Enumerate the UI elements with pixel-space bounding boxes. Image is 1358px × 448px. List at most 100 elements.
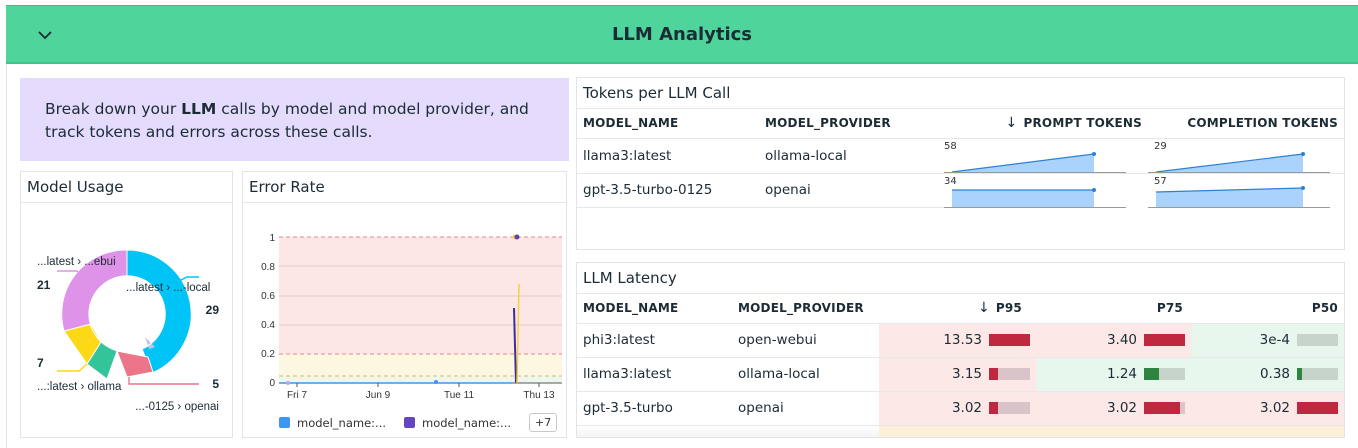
- column-header-model-name[interactable]: MODEL_NAME: [577, 109, 759, 139]
- cell-prompt-tokens: 58: [944, 138, 1148, 174]
- widget-title: Tokens per LLM Call: [577, 78, 1344, 109]
- bar: [989, 402, 1030, 414]
- value: 13.53: [943, 332, 982, 348]
- sparkline: [944, 187, 1126, 208]
- cell-p75: 3.02: [1036, 391, 1191, 426]
- latency-table: MODEL_NAME MODEL_PROVIDER ↓ P95 P75 P50 p…: [577, 294, 1344, 437]
- note-text-bold: LLM: [181, 100, 217, 118]
- collapse-button[interactable]: [34, 24, 56, 46]
- sparkline-value: 29: [1154, 140, 1167, 152]
- table-row[interactable]: gpt-3.5-turbo openai 3.02 3.02 3.02: [577, 391, 1344, 426]
- value: 3e-4: [1259, 332, 1290, 348]
- svg-text:0.2: 0.2: [261, 349, 275, 360]
- column-header-completion-tokens[interactable]: COMPLETION TOKENS: [1148, 109, 1344, 139]
- bar: [1144, 402, 1185, 414]
- sunburst-label-local: ...latest › ...-local: [126, 282, 210, 294]
- column-header-model-name[interactable]: MODEL_NAME: [577, 294, 732, 324]
- bar: [1297, 334, 1338, 346]
- sunburst-value-openai: 5: [212, 377, 219, 391]
- cell-p95: 3.15: [879, 357, 1036, 392]
- x-tick: Thu 13: [523, 390, 555, 401]
- sunburst-value-ebui: 21: [37, 278, 51, 292]
- arrow-down-icon: ↓: [1005, 115, 1018, 132]
- widget-title: LLM Latency: [577, 263, 1344, 294]
- value: 0.38: [1259, 366, 1290, 382]
- legend-item[interactable]: model_name:...: [404, 416, 511, 430]
- cell-model-provider: open-webui: [732, 323, 879, 358]
- sparkline-value: 58: [944, 140, 957, 152]
- value: 3.02: [1106, 400, 1137, 416]
- sunburst-value-local: 29: [206, 303, 220, 317]
- bar: [989, 334, 1030, 346]
- column-header-model-provider[interactable]: MODEL_PROVIDER: [732, 294, 879, 324]
- sparkline: [944, 151, 1126, 173]
- cell-p95: 3.02: [879, 391, 1036, 426]
- column-header-prompt-tokens[interactable]: ↓ PROMPT TOKENS: [944, 109, 1148, 139]
- cell-completion-tokens: 29: [1148, 138, 1344, 174]
- table-row-partial: [577, 425, 1344, 437]
- column-header-p50[interactable]: P50: [1191, 294, 1344, 324]
- bar: [1297, 368, 1338, 380]
- table-row[interactable]: phi3:latest open-webui 13.53 3.40 3e-4: [577, 323, 1344, 358]
- column-header-label: P95: [995, 301, 1022, 316]
- cell-model-name: llama3:latest: [577, 138, 759, 174]
- x-tick: Fri 7: [287, 390, 307, 401]
- table-row[interactable]: gpt-3.5-turbo-0125 openai 34 57: [577, 173, 1344, 208]
- value: 1.24: [1106, 366, 1137, 382]
- cell-model-name: gpt-3.5-turbo: [577, 391, 732, 426]
- tokens-table: MODEL_NAME MODEL_PROVIDER ↓ PROMPT TOKENS…: [577, 109, 1344, 208]
- sparkline-value: 57: [1154, 175, 1167, 187]
- sparkline-value: 34: [944, 175, 957, 187]
- sparkline: [1148, 151, 1330, 173]
- bar: [989, 368, 1030, 380]
- column-header-model-provider[interactable]: MODEL_PROVIDER: [759, 109, 944, 139]
- svg-text:0: 0: [269, 378, 275, 389]
- error-rate-legend: model_name:... model_name:... +7: [279, 413, 558, 432]
- error-rate-chart[interactable]: 1 0.8 0.6 0.4 0.2 0 Fri 7 Jun 9 Tue 11 T…: [242, 220, 567, 420]
- sunburst-chart[interactable]: ...latest › ...ebui 21 ...latest › ...-l…: [21, 204, 232, 438]
- latency-widget: LLM Latency MODEL_NAME MODEL_PROVIDER ↓ P…: [576, 262, 1345, 438]
- group-header: LLM Analytics: [6, 5, 1358, 64]
- value: 3.15: [951, 366, 982, 382]
- chevron-down-icon: [38, 31, 52, 40]
- sunburst-label-ebui: ...latest › ...ebui: [37, 256, 116, 268]
- cell-prompt-tokens: 34: [944, 173, 1148, 208]
- legend-more-button[interactable]: +7: [529, 413, 558, 432]
- x-tick: Jun 9: [366, 390, 391, 401]
- sunburst-value-ollama: 7: [37, 356, 44, 370]
- table-row[interactable]: llama3:latest ollama-local 58 29: [577, 138, 1344, 174]
- sunburst-label-ollama: ...:latest › ollama: [37, 381, 122, 393]
- value: 3.02: [951, 400, 982, 416]
- cell-model-provider: openai: [732, 391, 879, 426]
- table-header-row: MODEL_NAME MODEL_PROVIDER ↓ PROMPT TOKENS…: [577, 109, 1344, 139]
- arrow-down-icon: ↓: [977, 300, 990, 317]
- cell-p75: 1.24: [1036, 357, 1191, 392]
- group-title: LLM Analytics: [611, 23, 753, 45]
- cell-p50: 3e-4: [1191, 323, 1344, 358]
- note-text-after: calls by model and model provider, and t…: [45, 100, 529, 141]
- sparkline: [1148, 185, 1330, 208]
- bar: [1297, 402, 1338, 414]
- widget-title: Error Rate: [243, 172, 566, 203]
- svg-text:0.6: 0.6: [261, 291, 275, 302]
- tokens-widget: Tokens per LLM Call MODEL_NAME MODEL_PRO…: [576, 77, 1345, 250]
- column-header-label: PROMPT TOKENS: [1023, 116, 1142, 131]
- table-header-row: MODEL_NAME MODEL_PROVIDER ↓ P95 P75 P50: [577, 294, 1344, 324]
- cell-model-provider: ollama-local: [732, 357, 879, 392]
- legend-swatch-icon: [404, 417, 416, 428]
- table-row[interactable]: llama3:latest ollama-local 3.15 1.24 0.3…: [577, 357, 1344, 392]
- note-text-before: Break down your: [45, 100, 182, 118]
- cell-model-name: gpt-3.5-turbo-0125: [577, 173, 759, 208]
- column-header-p75[interactable]: P75: [1036, 294, 1191, 324]
- cell-p75: 3.40: [1036, 323, 1191, 358]
- svg-text:1: 1: [269, 233, 275, 244]
- note-widget: Break down your LLM calls by model and m…: [20, 78, 569, 161]
- svg-text:0.8: 0.8: [261, 262, 275, 273]
- column-header-p95[interactable]: ↓ P95: [879, 294, 1036, 324]
- legend-label: model_name:...: [297, 415, 387, 430]
- legend-item[interactable]: model_name:...: [279, 416, 386, 430]
- sunburst-label-openai: ...-0125 › openai: [135, 401, 219, 413]
- legend-swatch-icon: [279, 417, 290, 428]
- cell-model-provider: openai: [759, 173, 944, 208]
- bar: [1144, 334, 1185, 346]
